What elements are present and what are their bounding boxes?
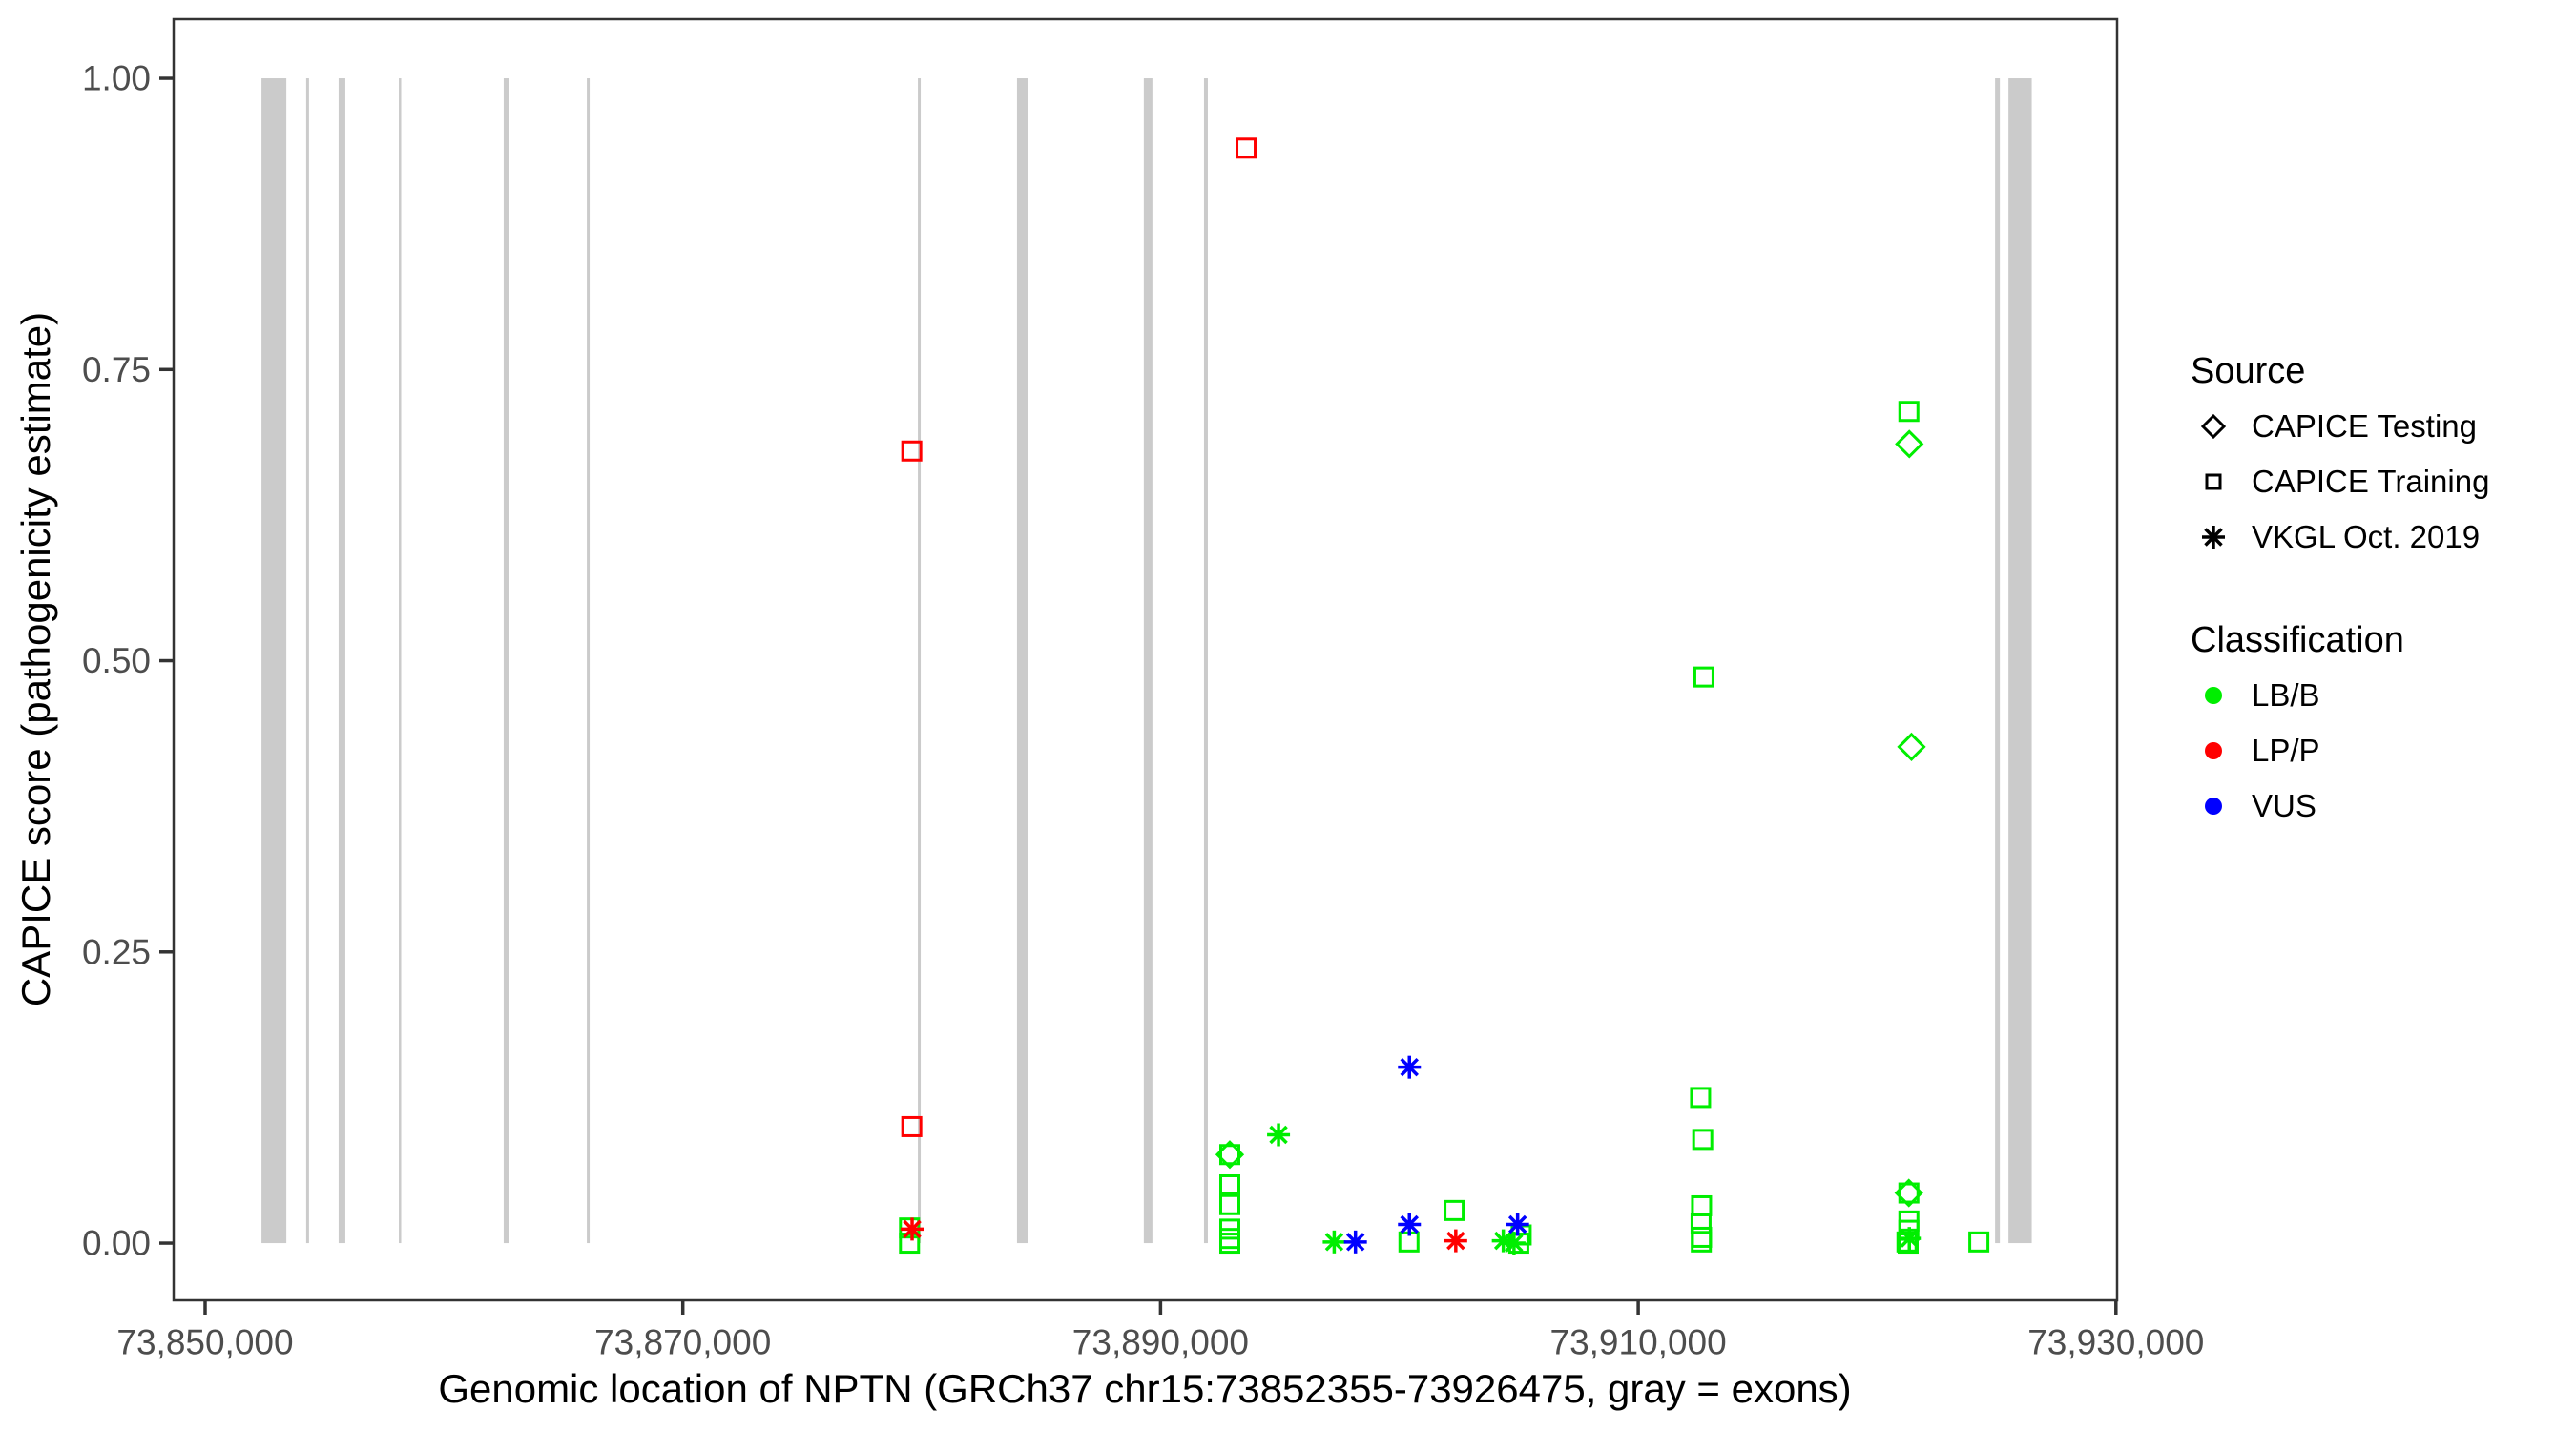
x-tick-label: 73,850,000	[116, 1322, 293, 1361]
data-point-diamond	[1897, 732, 1926, 762]
y-tick-label: 1.00	[82, 59, 151, 98]
legend-item-label: LB/B	[2252, 677, 2320, 713]
legend-classification-item: VUS	[2191, 778, 2404, 834]
legend-classification-item: LB/B	[2191, 668, 2404, 723]
data-point-asterisk-arm	[1269, 1125, 1288, 1145]
y-tick-label: 0.00	[82, 1224, 151, 1263]
data-point-square	[1218, 1233, 1240, 1255]
exon-bar	[1995, 78, 2001, 1244]
data-point-square	[1898, 1182, 1920, 1204]
exon-bar	[305, 78, 309, 1244]
legend-source-item: CAPICE Testing	[2191, 399, 2489, 454]
data-point-square	[901, 1115, 923, 1137]
data-point-asterisk-arm	[1400, 1214, 1419, 1234]
legend-source-items: CAPICE Testing CAPICE Training VKGL Oct. 2…	[2191, 399, 2489, 565]
data-point-asterisk-arm	[1345, 1233, 1365, 1252]
data-point-asterisk-arm	[1900, 1229, 1919, 1248]
data-point-square	[1693, 666, 1714, 688]
exon-bar	[918, 78, 922, 1244]
data-point-asterisk-arm	[1446, 1231, 1465, 1251]
dot-icon-glyph	[2205, 742, 2222, 759]
data-point-diamond	[1895, 429, 1924, 459]
x-tick-label: 73,870,000	[594, 1322, 771, 1361]
legend-source-item: VKGL Oct. 2019	[2191, 509, 2489, 565]
legend-source-title: Source	[2191, 351, 2306, 391]
asterisk-icon-glyph	[2202, 526, 2225, 549]
data-point-asterisk-arm	[1505, 1234, 1524, 1253]
data-point-square	[1444, 1199, 1465, 1221]
data-point-asterisk-arm	[1400, 1057, 1419, 1077]
legend-classification-items: LB/B LP/P VUS	[2191, 668, 2404, 834]
data-point-square	[1218, 1193, 1240, 1215]
y-tick-label: 0.25	[82, 932, 151, 971]
x-tick-label: 73,910,000	[1550, 1322, 1727, 1361]
data-point-square	[1690, 1087, 1712, 1109]
x-tick-label: 73,930,000	[2027, 1322, 2204, 1361]
y-tick-label: 0.50	[82, 641, 151, 680]
legend-item-label: CAPICE Testing	[2252, 408, 2477, 444]
y-axis-title: CAPICE score (pathogenicity estimate)	[13, 311, 58, 1007]
data-point-square	[1218, 1173, 1240, 1195]
dot-icon-glyph	[2205, 687, 2222, 704]
x-axis-title: Genomic location of NPTN (GRCh37 chr15:7…	[438, 1366, 1852, 1411]
exon-bar	[1016, 78, 1028, 1244]
data-point-square	[1236, 137, 1257, 159]
exon-bar	[1203, 78, 1208, 1244]
data-point-asterisk-arm	[1507, 1214, 1527, 1234]
exon-bar	[587, 78, 591, 1244]
exon-bar	[399, 78, 402, 1244]
data-point-asterisk-arm	[903, 1219, 922, 1239]
exon-bar	[503, 78, 509, 1244]
data-point-square	[1968, 1231, 1990, 1253]
y-tick-label: 0.75	[82, 350, 151, 389]
panel-border	[172, 17, 2119, 1302]
square-icon-glyph	[2205, 473, 2222, 490]
diamond-icon	[2191, 404, 2252, 449]
dot-icon	[2191, 728, 2252, 774]
legend-classification: Classification LB/B LP/P VUS	[2191, 618, 2404, 834]
legend-classification-title: Classification	[2191, 620, 2404, 660]
data-point-square	[1218, 1144, 1240, 1166]
legend-item-label: VKGL Oct. 2019	[2252, 519, 2481, 554]
exon-bar	[1143, 78, 1153, 1244]
exon-bar	[338, 78, 345, 1244]
legend-source-item: CAPICE Training	[2191, 454, 2489, 509]
data-point-square	[1692, 1129, 1714, 1151]
asterisk-icon	[2191, 514, 2252, 560]
data-point-asterisk-arm	[1493, 1231, 1513, 1251]
dot-icon-glyph	[2205, 798, 2222, 815]
exon-bar	[261, 78, 287, 1244]
legend-item-label: LP/P	[2252, 733, 2320, 768]
data-point-asterisk-arm	[1324, 1233, 1344, 1252]
diamond-icon-glyph	[2200, 413, 2227, 440]
square-icon	[2191, 459, 2252, 505]
legend-classification-item: LP/P	[2191, 723, 2404, 778]
data-point-square	[901, 440, 923, 462]
exon-bar	[2008, 78, 2032, 1244]
legend-source: Source CAPICE Testing CAPICE Training VKGL…	[2191, 349, 2489, 565]
x-tick-label: 73,890,000	[1072, 1322, 1249, 1361]
data-point-square	[1691, 1231, 1713, 1253]
legend-item-label: VUS	[2252, 788, 2316, 823]
dot-icon	[2191, 783, 2252, 829]
data-point-square	[1898, 401, 1920, 423]
legend-item-label: CAPICE Training	[2252, 464, 2490, 499]
dot-icon	[2191, 673, 2252, 718]
